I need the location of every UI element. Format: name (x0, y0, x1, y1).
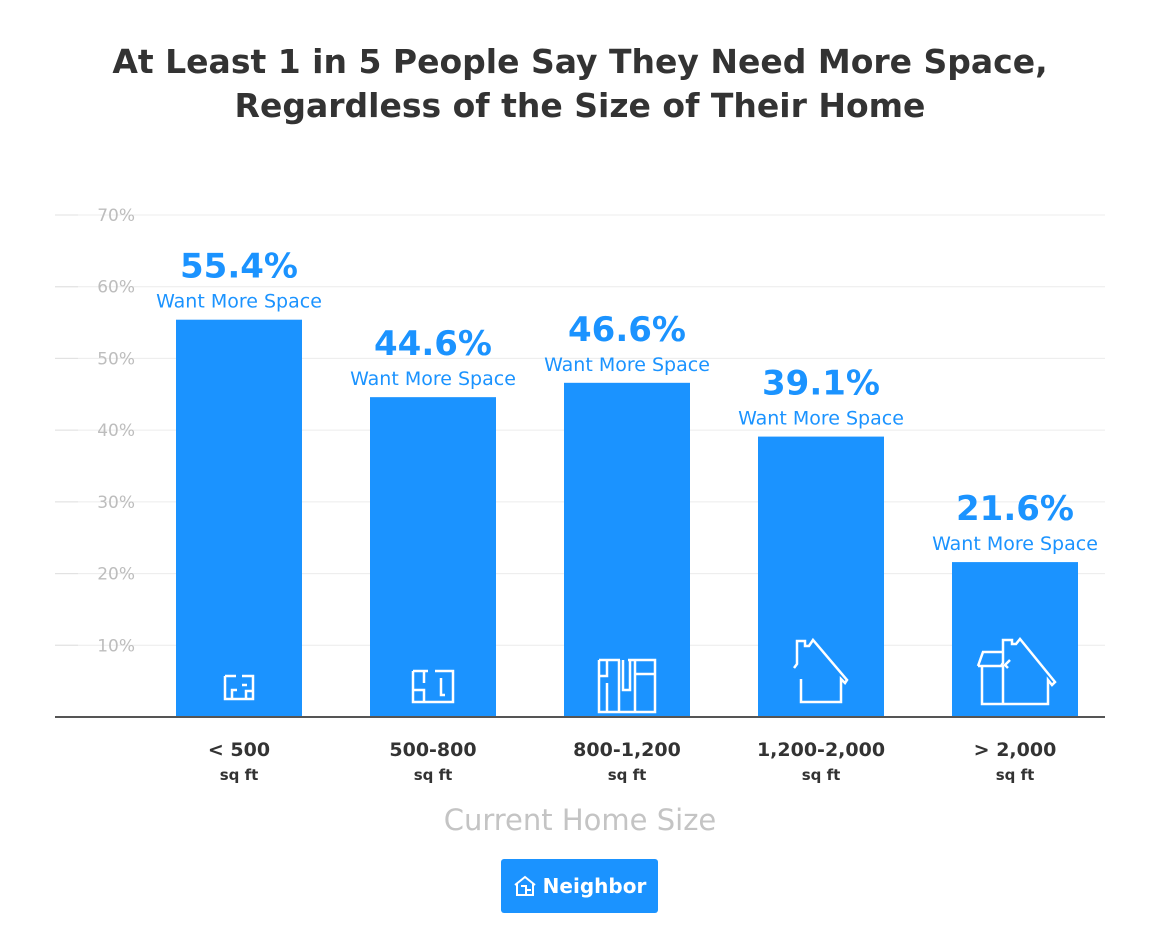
data-label-caption: Want More Space (738, 408, 904, 430)
x-axis-label: Current Home Size (444, 803, 717, 837)
bar (564, 382, 690, 717)
data-label-caption: Want More Space (350, 368, 516, 390)
x-tick-unit: sq ft (608, 766, 647, 784)
floorplan-large-icon (597, 658, 657, 714)
y-tick-label: 40% (97, 421, 135, 441)
bar (370, 397, 496, 717)
data-label: 55.4% (180, 247, 298, 287)
house-icon (793, 637, 849, 704)
bar (952, 562, 1078, 717)
data-label: 39.1% (762, 364, 880, 404)
neighbor-logo: Neighbor (501, 859, 658, 913)
data-label: 44.6% (374, 324, 492, 364)
x-tick-label: 800-1,200 (573, 739, 681, 761)
x-tick-label: 500-800 (389, 739, 476, 761)
data-label-caption: Want More Space (932, 533, 1098, 555)
y-tick-label: 60% (97, 278, 135, 298)
data-label: 21.6% (956, 489, 1074, 529)
bar (758, 436, 884, 717)
floorplan-medium-icon (411, 669, 455, 704)
house-with-extension-icon (976, 637, 1057, 706)
x-tick-label: < 500 (208, 739, 270, 761)
x-tick-unit: sq ft (802, 766, 841, 784)
y-tick-label: 30% (97, 493, 135, 513)
data-label-caption: Want More Space (544, 354, 710, 376)
x-tick-label: > 2,000 (974, 739, 1057, 761)
y-tick-label: 50% (97, 349, 135, 369)
bar (176, 319, 302, 717)
chart-title: At Least 1 in 5 People Say They Need Mor… (0, 40, 1160, 128)
data-label-caption: Want More Space (156, 291, 322, 313)
floorplan-small-icon (223, 674, 255, 701)
brand-name: Neighbor (542, 874, 647, 898)
x-tick-unit: sq ft (414, 766, 453, 784)
data-label: 46.6% (568, 310, 686, 350)
x-tick-unit: sq ft (220, 766, 259, 784)
title-line-2: Regardless of the Size of Their Home (234, 86, 926, 125)
y-tick-label: 10% (97, 636, 135, 656)
x-tick-unit: sq ft (996, 766, 1035, 784)
title-line-1: At Least 1 in 5 People Say They Need Mor… (112, 42, 1048, 81)
y-tick-label: 20% (97, 565, 135, 585)
y-tick-label: 70% (97, 206, 135, 226)
house-logo-icon (514, 875, 536, 896)
x-tick-label: 1,200-2,000 (757, 739, 885, 761)
